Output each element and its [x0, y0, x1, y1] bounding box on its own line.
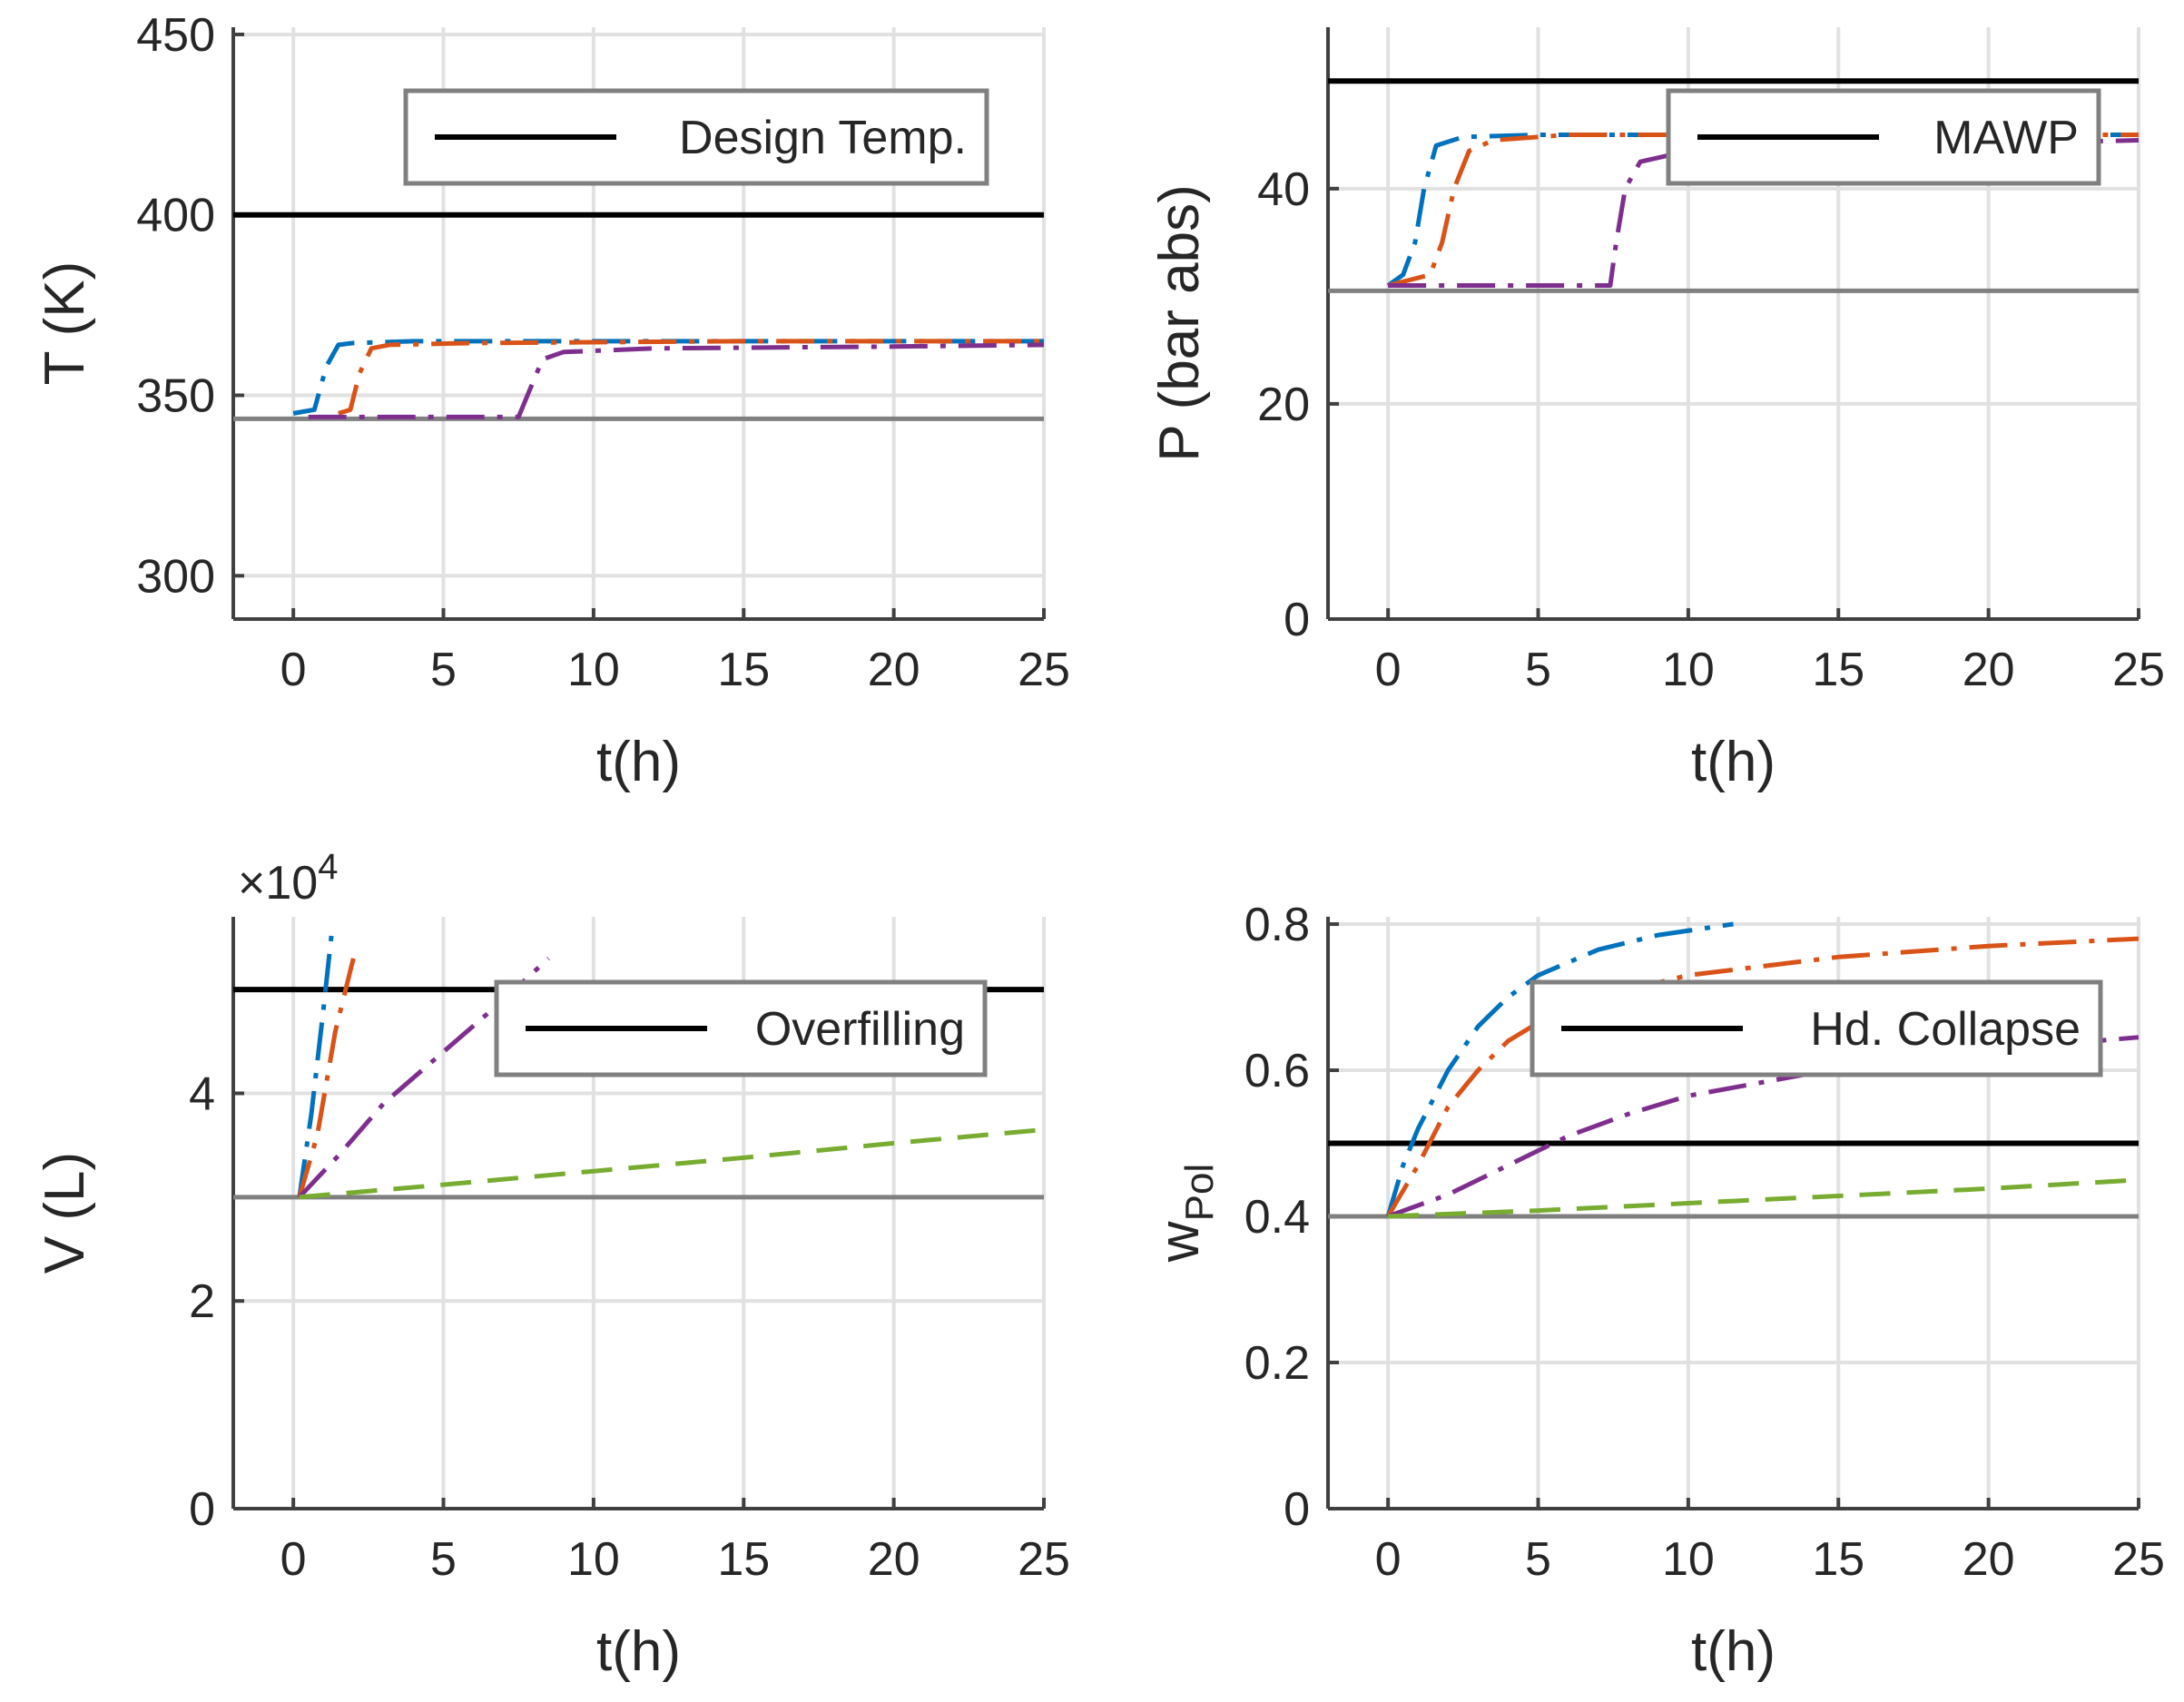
x-tick-label: 0 [280, 1533, 307, 1586]
x-tick-label: 25 [1018, 1533, 1070, 1586]
x-tick-label: 20 [868, 644, 920, 696]
temperature-plot: 0 5 10 15 20 25 300 350 400 450 t(h) T (K) Design Te… [34, 9, 1070, 793]
x-axis-label: t(h) [1691, 731, 1776, 793]
series-line-2 [1387, 133, 2139, 288]
x-tick-label: 20 [1963, 644, 2015, 696]
x-tick-label: 25 [1018, 644, 1070, 696]
x-tick-label: 10 [567, 1533, 620, 1586]
legend-label: Design Temp. [679, 112, 967, 164]
legend: Hd. Collapse [1530, 979, 2103, 1077]
y-tick-label: 0 [189, 1483, 215, 1536]
y-tick-label: 20 [1257, 379, 1310, 431]
pressure-plot: 0 5 10 15 20 25 0 20 40 t(h) P (bar abs) MAWP [1148, 27, 2165, 793]
x-tick-label: 15 [1812, 1533, 1864, 1586]
series-line-1 [1386, 133, 2139, 288]
y-tick-label: 0.8 [1244, 899, 1310, 951]
series-line-4 [1388, 1177, 2139, 1219]
y-axis-multiplier: ×104 [238, 847, 338, 910]
y-tick-label: 0.6 [1244, 1045, 1310, 1097]
polymer-fraction-plot: 0 5 10 15 20 25 0 0.2 0.4 0.6 0.8 t(h) wPol Hd. Colla… [1148, 899, 2165, 1683]
x-axis-label: t(h) [1691, 1620, 1776, 1683]
y-tick-label: 450 [136, 9, 215, 62]
y-tick-label: 2 [189, 1275, 215, 1328]
series-line-2 [297, 958, 356, 1198]
x-tick-label: 5 [1525, 1533, 1551, 1586]
series-line-1 [297, 927, 335, 1198]
x-tick-label: 0 [1375, 1533, 1402, 1586]
x-tick-label: 10 [567, 644, 620, 696]
y-tick-label: 400 [136, 190, 215, 242]
x-tick-label: 5 [430, 644, 457, 696]
series-line-3 [308, 342, 1044, 419]
x-tick-label: 15 [1812, 644, 1864, 696]
y-axis-label: P (bar abs) [1148, 184, 1211, 462]
y-axis-label: T (K) [34, 261, 96, 386]
y-tick-label: 300 [136, 550, 215, 603]
x-tick-label: 20 [1963, 1533, 2015, 1586]
x-tick-label: 0 [1375, 644, 1402, 696]
x-tick-label: 15 [717, 1533, 770, 1586]
series-line-1 [1385, 921, 1734, 1217]
x-tick-label: 20 [868, 1533, 920, 1586]
legend-label: MAWP [1933, 112, 2079, 164]
x-tick-label: 15 [717, 644, 770, 696]
x-tick-label: 5 [1525, 644, 1551, 696]
legend: MAWP [1666, 88, 2101, 186]
legend-label: Hd. Collapse [1810, 1003, 2081, 1056]
series-line-2 [338, 339, 1044, 416]
y-axis-label: V (L) [34, 1152, 96, 1274]
legend-label: Overfilling [755, 1003, 965, 1056]
legend: Overfilling [494, 979, 988, 1077]
legend: Design Temp. [403, 88, 989, 186]
x-tick-label: 25 [2112, 644, 2165, 696]
x-axis-label: t(h) [596, 1620, 681, 1683]
x-tick-label: 5 [430, 1533, 457, 1586]
x-tick-label: 0 [280, 644, 307, 696]
y-tick-label: 4 [189, 1067, 215, 1120]
x-tick-label: 10 [1662, 1533, 1715, 1586]
x-tick-label: 25 [2112, 1533, 2165, 1586]
x-tick-label: 10 [1662, 644, 1715, 696]
x-axis-label: t(h) [596, 731, 681, 793]
y-tick-label: 0.4 [1244, 1191, 1310, 1244]
y-tick-label: 0 [1284, 1483, 1310, 1536]
y-tick-label: 40 [1257, 163, 1310, 216]
y-tick-label: 350 [136, 370, 215, 423]
series-line-4 [299, 1127, 1044, 1200]
volume-plot: 0 5 10 15 20 25 0 2 4 t(h) V (L) ×104 Overfilling [34, 847, 1070, 1683]
y-axis-label: wPol [1148, 1164, 1222, 1263]
y-tick-label: 0 [1284, 594, 1310, 646]
series-line-1 [292, 339, 1044, 416]
y-tick-label: 0.2 [1244, 1337, 1310, 1390]
series-line-2 [1385, 936, 2139, 1218]
